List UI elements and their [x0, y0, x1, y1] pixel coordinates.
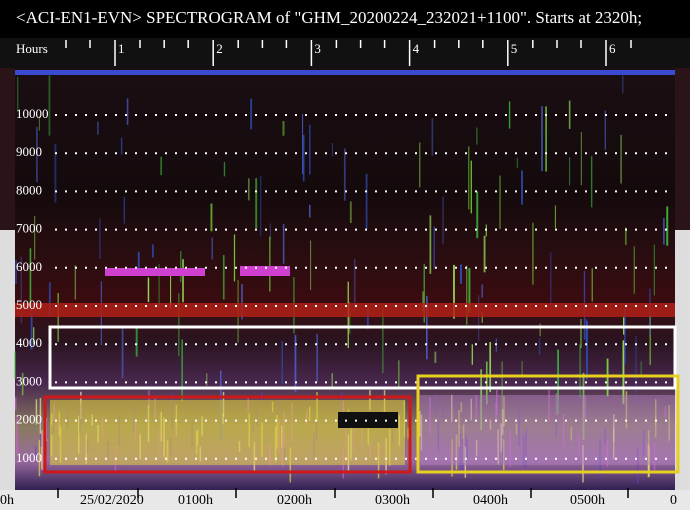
bottom-label: 0200h — [277, 493, 312, 508]
yellow-box — [416, 374, 680, 474]
bottom-label: 0100h — [178, 493, 213, 508]
bottom-label: 0 — [670, 493, 677, 508]
purple-noise — [420, 395, 675, 465]
top-axis-label: Hours — [16, 41, 48, 56]
top-tick-label: 6 — [609, 41, 616, 56]
frequency-label: 9000 — [16, 144, 42, 159]
frequency-label: 7000 — [16, 221, 42, 236]
title-bar — [0, 0, 690, 38]
bottom-label: 0400h — [473, 493, 508, 508]
dark-patch — [338, 412, 398, 428]
frequency-label: 10000 — [16, 106, 49, 121]
frequency-label: 3000 — [16, 373, 42, 388]
frequency-label: 2000 — [16, 412, 42, 427]
yellow-noise — [50, 400, 405, 465]
bottom-label: 0h — [0, 493, 14, 508]
top-tick-label: 1 — [118, 41, 125, 56]
spectrogram-edge — [675, 68, 690, 230]
red-box — [43, 395, 412, 474]
frequency-label: 6000 — [16, 259, 42, 274]
bottom-label: 0300h — [375, 493, 410, 508]
red-band — [15, 303, 675, 317]
frequency-label: 1000 — [16, 450, 42, 465]
bottom-axis-bar — [0, 490, 690, 510]
frequency-label: 4000 — [16, 335, 42, 350]
white-box — [48, 325, 677, 390]
magenta-blob — [240, 266, 290, 276]
frequency-label: 8000 — [16, 182, 42, 197]
top-tick-label: 3 — [314, 41, 321, 56]
grid — [55, 114, 675, 460]
top-tick-label: 2 — [216, 41, 223, 56]
bottom-label: 25/02/2020 — [80, 493, 144, 508]
title: <ACI-EN1-EVN> SPECTROGRAM of "GHM_202002… — [16, 8, 642, 27]
magenta-blob — [105, 268, 205, 276]
top-tick-label: 4 — [413, 41, 420, 56]
spectrogram-edge — [0, 68, 15, 230]
bottom-label: 0500h — [570, 493, 605, 508]
top-band — [15, 70, 675, 75]
frequency-label: 5000 — [16, 297, 42, 312]
top-tick-label: 5 — [511, 41, 518, 56]
top-axis-bar — [0, 38, 690, 68]
